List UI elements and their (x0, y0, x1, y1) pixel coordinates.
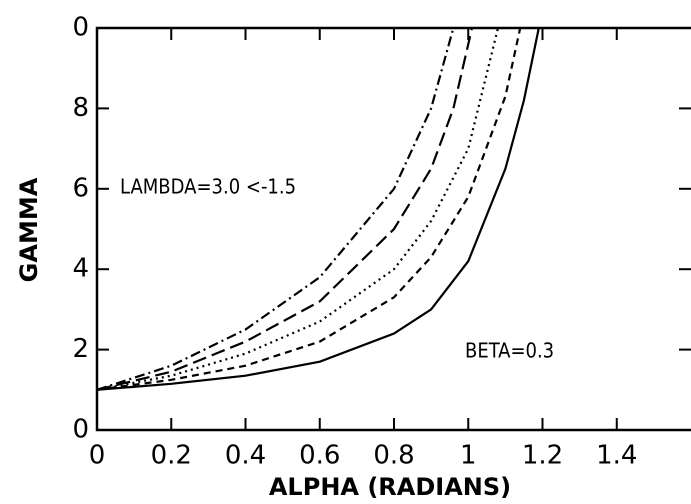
series-line (96, 27, 522, 391)
y-tick-label: 4 (72, 254, 89, 284)
series-line (96, 27, 474, 391)
y-axis-label: GAMMA (15, 177, 43, 282)
x-tick-label: 0.4 (225, 441, 266, 471)
series-line (96, 27, 455, 391)
x-tick-label: 0.2 (151, 441, 192, 471)
annotation: BETA=0.3 (465, 339, 554, 363)
series-line (96, 27, 540, 391)
y-tick-label: 6 (72, 173, 89, 203)
x-axis-label: ALPHA (RADIANS) (269, 473, 511, 501)
y-tick-label: 0 (72, 13, 89, 43)
x-tick-label: 0.6 (299, 441, 340, 471)
x-tick-label: 1 (460, 441, 477, 471)
x-tick-label: 1.2 (522, 441, 563, 471)
y-tick-label: 2 (72, 334, 89, 364)
y-tick-label: 8 (72, 93, 89, 123)
x-tick-label: 0 (89, 441, 106, 471)
annotation: LAMBDA=3.0 <-1.5 (120, 175, 296, 199)
y-tick-label: 0 (72, 415, 89, 445)
x-tick-label: 1.4 (596, 441, 637, 471)
plot-frame (95, 26, 691, 432)
x-tick-label: 0.8 (373, 441, 414, 471)
